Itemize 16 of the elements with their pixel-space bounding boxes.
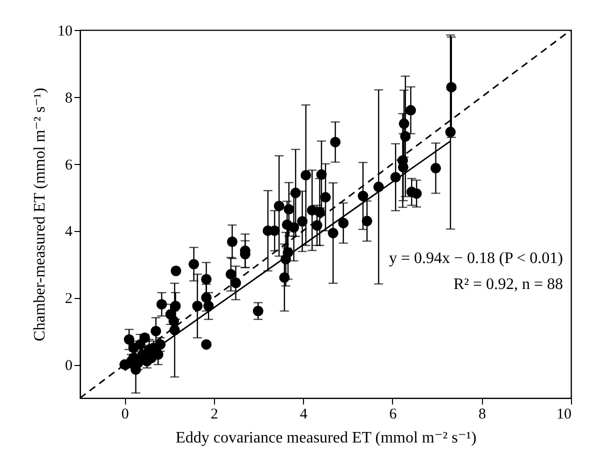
x-tick-label: 8 bbox=[478, 406, 486, 422]
x-axis-title: Eddy covariance measured ET (mmol m⁻² s⁻¹) bbox=[176, 430, 476, 446]
y-tick-label: 6 bbox=[65, 157, 73, 174]
annotation: y = 0.94x − 0.18 (P < 0.01) bbox=[388, 250, 563, 268]
x-tick-label: 4 bbox=[300, 406, 308, 422]
x-tick-label: 6 bbox=[389, 406, 398, 422]
x-tick-label: 10 bbox=[556, 406, 572, 422]
annotation: R² = 0.92, n = 88 bbox=[453, 276, 563, 294]
y-tick-label: 2 bbox=[65, 291, 72, 308]
x-tick-label: 0 bbox=[121, 406, 129, 422]
y-tick-label: 4 bbox=[65, 224, 73, 240]
y-tick-label: 8 bbox=[65, 90, 72, 106]
x-tick-label: 2 bbox=[210, 406, 218, 422]
y-tick-label: 0 bbox=[65, 358, 72, 374]
y-axis-title: Chamber-measured ET (mmol m⁻² s⁻¹) bbox=[32, 88, 48, 342]
y-tick-label: 10 bbox=[58, 24, 72, 40]
